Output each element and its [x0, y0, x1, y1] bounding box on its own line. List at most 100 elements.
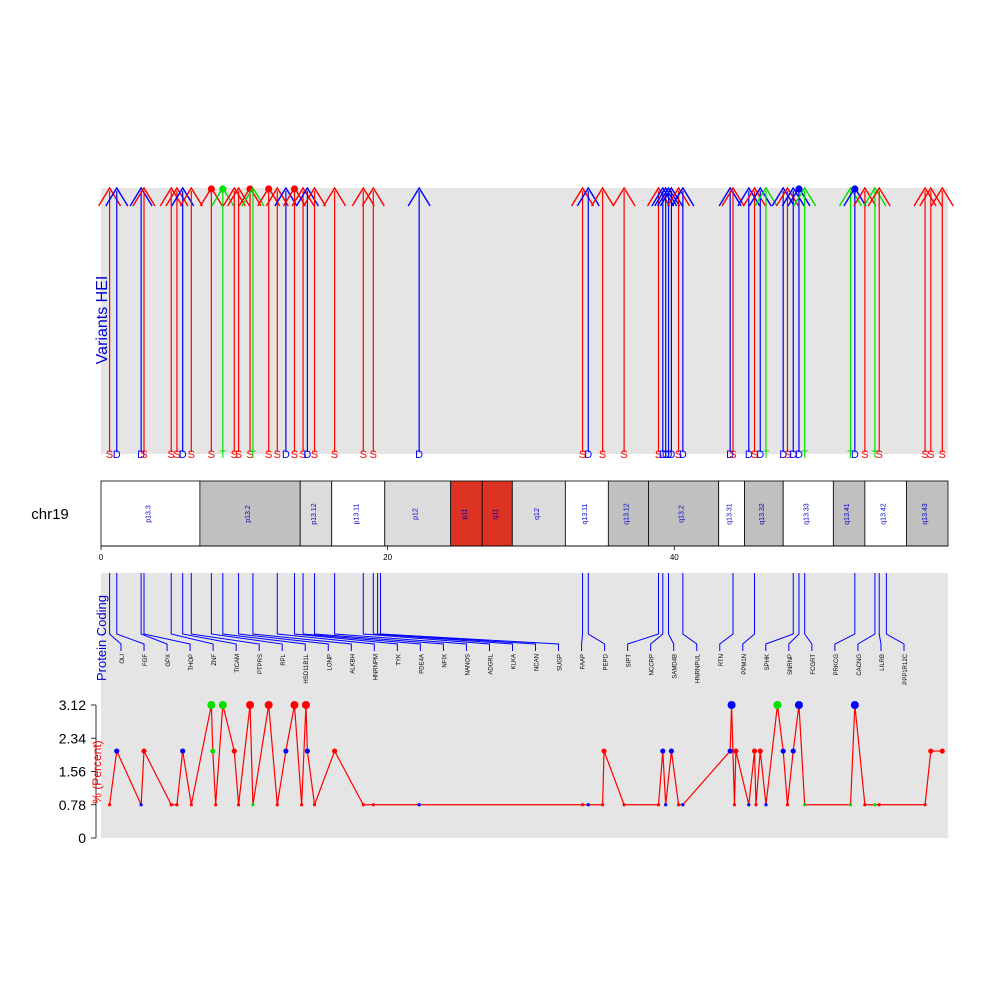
gene-connector — [834, 573, 856, 651]
chromosome-band — [511, 480, 566, 547]
coverage-point — [300, 803, 304, 807]
variant-label: D — [665, 449, 673, 461]
variant-label: S — [675, 449, 682, 461]
variant-label: D — [756, 449, 764, 461]
coverage-point — [301, 701, 310, 709]
gene-label: PRKCG — [834, 654, 840, 676]
gene-connector — [650, 573, 664, 651]
variant-arrowhead — [159, 186, 183, 207]
coverage-point — [681, 803, 685, 807]
coverage-point — [139, 803, 143, 807]
coverage-point — [189, 803, 193, 807]
gene-label: CACNG — [857, 654, 863, 676]
variant-label: D — [113, 449, 121, 461]
variant-label: S — [235, 449, 242, 461]
chromosome-band — [906, 480, 949, 547]
gene-connector — [140, 573, 168, 651]
variant-label: S — [265, 449, 272, 461]
variant-label: D — [851, 449, 859, 461]
gene-label: FAAP — [581, 654, 587, 669]
coverage-point — [923, 803, 927, 807]
gene-label: PDE4A — [419, 654, 425, 674]
band-label: q13.43 — [922, 503, 929, 525]
variant-label: T — [250, 449, 257, 461]
gene-label: SIPT — [627, 654, 633, 668]
band-label: p13.11 — [353, 503, 360, 524]
band-label: q12 — [534, 508, 541, 520]
variant-label: S — [291, 449, 298, 461]
gene-connector — [143, 573, 191, 651]
coverage-point — [236, 803, 241, 807]
coverage-panel-background — [101, 699, 948, 838]
variant-label: S — [599, 449, 606, 461]
variant-label: S — [579, 449, 586, 461]
coverage-point — [107, 803, 112, 807]
variant-label: S — [927, 449, 934, 461]
variant-label: D — [282, 449, 290, 461]
variant-arrowhead — [407, 186, 431, 207]
gene-label: OLI — [120, 654, 126, 664]
band-label: q11 — [492, 508, 499, 519]
coverage-point — [727, 748, 733, 754]
variant-arrowhead — [913, 186, 937, 207]
variant-arrowhead — [129, 186, 153, 207]
coverage-point — [751, 748, 758, 754]
coverage-point — [417, 803, 421, 807]
coverage-point — [785, 803, 790, 807]
gene-connector — [210, 573, 283, 651]
variant-arrowhead — [721, 186, 745, 207]
ideogram-tick-label: 0 — [99, 553, 104, 562]
variant-arrowhead — [748, 186, 772, 207]
gene-connector — [878, 573, 882, 651]
gene-label: NANOS — [465, 654, 471, 675]
gene-label: THOP — [189, 654, 195, 671]
coverage-panel-ylabel: % (Percent) — [90, 740, 104, 803]
variant-arrowhead — [867, 186, 891, 207]
gene-label: LILRB — [880, 654, 886, 671]
coverage-point — [668, 748, 674, 754]
coverage-point — [169, 803, 173, 807]
variant-label: D — [726, 449, 734, 461]
variant-marker — [851, 185, 859, 193]
variant-arrowhead — [651, 186, 675, 207]
variant-arrowhead — [775, 186, 800, 207]
variant-arrowhead — [570, 186, 595, 207]
variant-label: S — [370, 449, 377, 461]
variant-label: D — [789, 449, 797, 461]
variant-label: S — [168, 449, 175, 461]
coverage-point — [656, 803, 661, 807]
variant-arrowhead — [654, 186, 678, 207]
variant-label: D — [415, 449, 423, 461]
gene-connector — [857, 573, 876, 651]
band-label: q13.2 — [679, 505, 686, 523]
band-label: q13.31 — [727, 503, 734, 525]
chromosome-band — [299, 480, 333, 547]
coverage-point — [231, 748, 237, 754]
variant-label: S — [274, 449, 281, 461]
variant-label: S — [655, 449, 662, 461]
gene-label: RPL — [281, 653, 287, 665]
coverage-panel: 3.12 2.34 1.56 0.78 0 — [59, 697, 948, 846]
variant-label: D — [659, 449, 667, 461]
gene-label: SUGP — [558, 654, 564, 671]
variant-marker — [290, 185, 299, 193]
chromosome-ideogram: p13.3 p13.2 p13.12 p13.11 p12 p11 q11 q12 q13.11… — [99, 480, 949, 562]
variant-label: T — [847, 449, 854, 461]
coverage-point — [850, 701, 859, 709]
chromosome-band — [564, 480, 609, 547]
gene-label: NCAN — [535, 654, 541, 671]
variant-arrowhead — [274, 186, 298, 207]
ideogram-tick-label: 20 — [383, 553, 392, 562]
coverage-point — [580, 803, 585, 807]
band-label: q13.41 — [844, 503, 851, 525]
variant-arrowhead — [718, 186, 742, 207]
coverage-y-tick-label: 3.12 — [59, 697, 86, 713]
gene-connector — [293, 573, 398, 651]
band-label: q13.32 — [759, 503, 766, 525]
gene-connector — [668, 573, 675, 651]
variant-arrowhead — [671, 186, 695, 207]
variant-arrowhead — [351, 186, 375, 207]
variant-label: D — [303, 449, 311, 461]
variant-label: S — [208, 449, 215, 461]
